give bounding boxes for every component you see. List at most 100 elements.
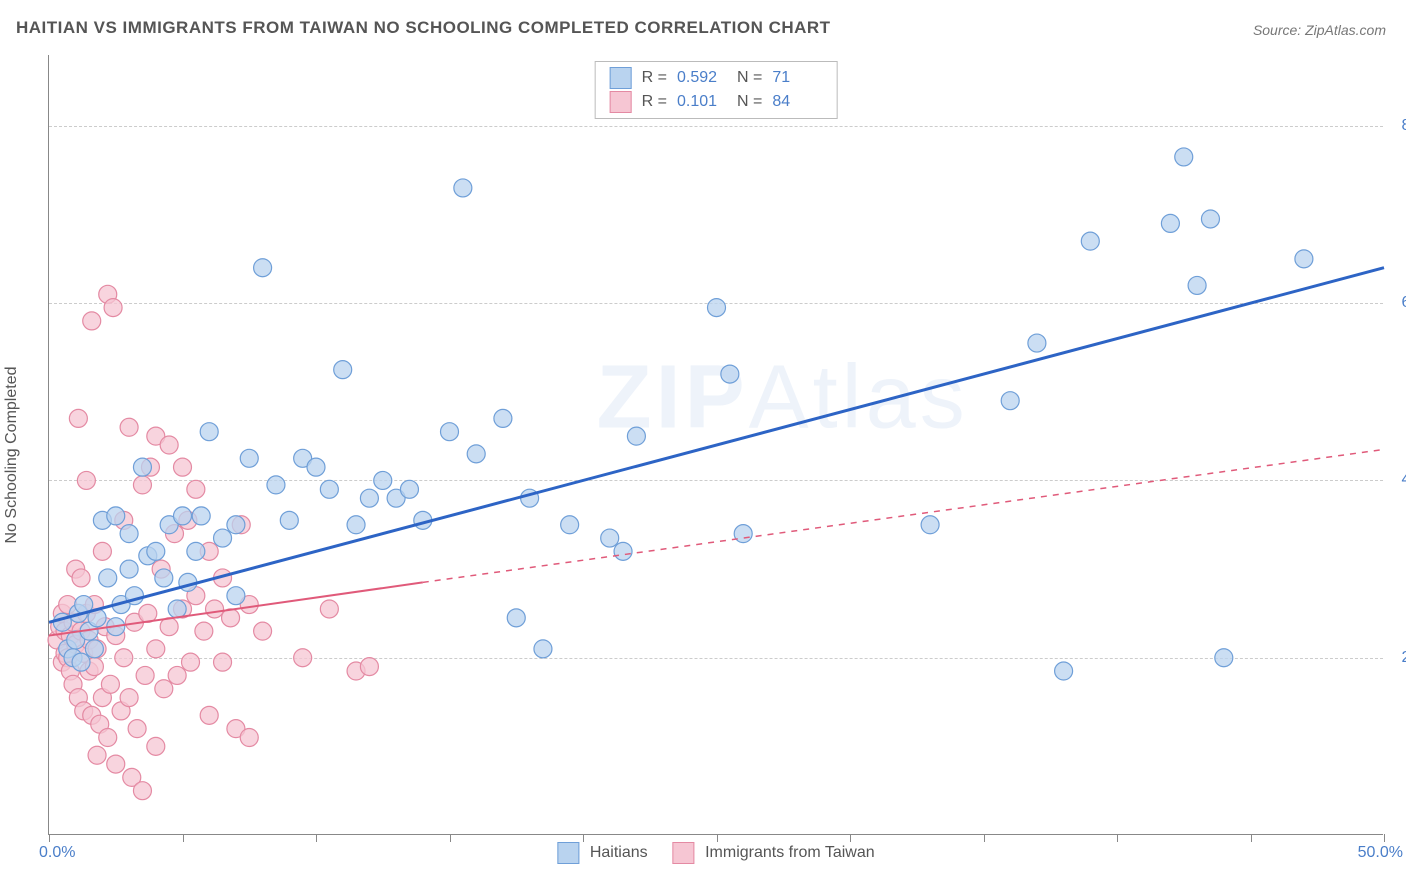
scatter-point xyxy=(160,436,178,454)
scatter-point xyxy=(107,507,125,525)
scatter-point xyxy=(601,529,619,547)
scatter-point xyxy=(627,427,645,445)
scatter-point xyxy=(147,542,165,560)
r-value-taiwan: 0.101 xyxy=(677,93,727,111)
x-tick xyxy=(1251,834,1252,842)
y-tick-label: 6.0% xyxy=(1402,294,1406,312)
scatter-point xyxy=(1161,214,1179,232)
scatter-point xyxy=(534,640,552,658)
scatter-point xyxy=(254,622,272,640)
x-tick xyxy=(1384,834,1385,842)
scatter-point xyxy=(467,445,485,463)
r-label: R = xyxy=(642,69,667,87)
scatter-point xyxy=(107,755,125,773)
scatter-point xyxy=(160,618,178,636)
y-axis-label: No Schooling Completed xyxy=(3,367,21,544)
scatter-point xyxy=(88,746,106,764)
scatter-point xyxy=(360,658,378,676)
x-tick xyxy=(850,834,851,842)
scatter-point xyxy=(120,525,138,543)
scatter-point xyxy=(240,729,258,747)
scatter-point xyxy=(69,409,87,427)
scatter-point xyxy=(214,653,232,671)
scatter-point xyxy=(734,525,752,543)
scatter-point xyxy=(1055,662,1073,680)
scatter-point xyxy=(280,511,298,529)
x-tick xyxy=(49,834,50,842)
scatter-point xyxy=(721,365,739,383)
scatter-point xyxy=(347,516,365,534)
scatter-point xyxy=(147,737,165,755)
scatter-point xyxy=(195,622,213,640)
scatter-point xyxy=(1081,232,1099,250)
scatter-point xyxy=(307,458,325,476)
scatter-point xyxy=(99,569,117,587)
scatter-point xyxy=(206,600,224,618)
scatter-point xyxy=(320,480,338,498)
n-value-taiwan: 84 xyxy=(772,93,822,111)
scatter-point xyxy=(921,516,939,534)
legend-stats: R = 0.592 N = 71 R = 0.101 N = 84 xyxy=(595,61,838,119)
scatter-point xyxy=(1188,276,1206,294)
scatter-point xyxy=(561,516,579,534)
scatter-point xyxy=(1215,649,1233,667)
scatter-point xyxy=(494,409,512,427)
chart-title: HAITIAN VS IMMIGRANTS FROM TAIWAN NO SCH… xyxy=(16,18,831,38)
x-tick xyxy=(583,834,584,842)
scatter-point xyxy=(128,720,146,738)
scatter-point xyxy=(320,600,338,618)
scatter-point xyxy=(168,600,186,618)
source-label: Source: ZipAtlas.com xyxy=(1253,22,1386,38)
scatter-point xyxy=(267,476,285,494)
scatter-point xyxy=(72,653,90,671)
scatter-point xyxy=(192,507,210,525)
scatter-point xyxy=(187,480,205,498)
scatter-point xyxy=(360,489,378,507)
scatter-point xyxy=(120,689,138,707)
x-axis-max: 50.0% xyxy=(1358,844,1403,862)
plot-area: ZIPAtlas 2.0%4.0%6.0%8.0% R = 0.592 N = … xyxy=(48,55,1383,835)
x-tick xyxy=(717,834,718,842)
x-tick xyxy=(984,834,985,842)
scatter-point xyxy=(441,423,459,441)
y-tick-label: 8.0% xyxy=(1402,117,1406,135)
scatter-point xyxy=(454,179,472,197)
scatter-point xyxy=(93,542,111,560)
r-value-haitians: 0.592 xyxy=(677,69,727,87)
x-tick xyxy=(316,834,317,842)
legend-label-taiwan: Immigrants from Taiwan xyxy=(705,844,875,861)
scatter-point xyxy=(83,312,101,330)
scatter-point xyxy=(174,458,192,476)
legend-swatch-icon xyxy=(557,842,579,864)
scatter-point xyxy=(182,653,200,671)
scatter-point xyxy=(227,516,245,534)
scatter-point xyxy=(240,449,258,467)
scatter-point xyxy=(133,458,151,476)
x-axis-min: 0.0% xyxy=(39,844,75,862)
scatter-point xyxy=(99,729,117,747)
r-label: R = xyxy=(642,93,667,111)
scatter-point xyxy=(1001,392,1019,410)
scatter-point xyxy=(174,507,192,525)
scatter-point xyxy=(1295,250,1313,268)
scatter-point xyxy=(1201,210,1219,228)
scatter-point xyxy=(294,649,312,667)
y-tick-label: 2.0% xyxy=(1402,649,1406,667)
n-label: N = xyxy=(737,93,762,111)
scatter-point xyxy=(147,640,165,658)
scatter-point xyxy=(133,782,151,800)
legend-label-haitians: Haitians xyxy=(590,844,648,861)
legend-swatch-icon xyxy=(673,842,695,864)
scatter-point xyxy=(120,560,138,578)
scatter-point xyxy=(374,471,392,489)
scatter-point xyxy=(115,649,133,667)
scatter-point xyxy=(77,471,95,489)
scatter-point xyxy=(200,706,218,724)
x-tick xyxy=(183,834,184,842)
legend-item-haitians: Haitians xyxy=(557,842,647,864)
scatter-point xyxy=(136,666,154,684)
scatter-point xyxy=(85,640,103,658)
scatter-point xyxy=(507,609,525,627)
scatter-point xyxy=(227,587,245,605)
chart-svg xyxy=(49,55,1383,834)
